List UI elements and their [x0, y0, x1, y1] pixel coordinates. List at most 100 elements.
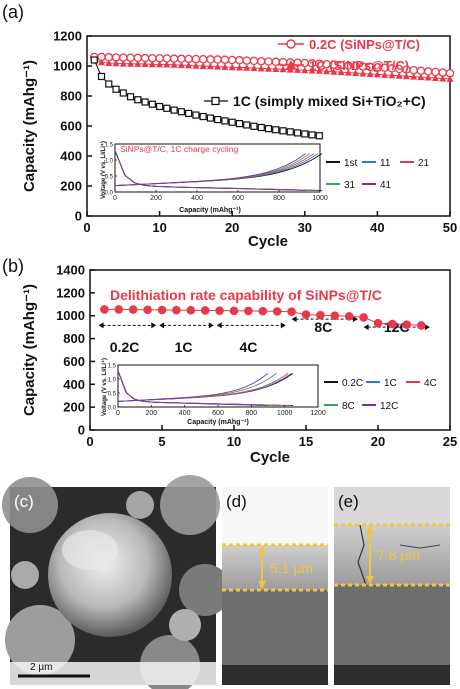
data-point-a0: [264, 57, 273, 66]
y-tick-label-a: 0: [75, 209, 82, 224]
data-point-a1: [395, 72, 403, 79]
data-point-a1: [381, 71, 389, 78]
data-point-a2: [163, 104, 171, 112]
rate-segment-arrow-right: [280, 322, 286, 329]
inset-y-tick-label-b: 1.5: [108, 364, 117, 370]
data-point-a1: [286, 66, 294, 73]
x-tick-label-b: 25: [443, 434, 457, 449]
data-point-a1: [301, 66, 309, 74]
data-point-a2: [264, 125, 273, 133]
scale-bar-label: 2 µm: [30, 662, 52, 673]
inset-y-tick-label-a: 1.0: [105, 159, 114, 165]
data-point-a0: [256, 56, 266, 66]
data-point-a0: [227, 55, 237, 65]
data-point-a0: [198, 55, 208, 64]
inset-legend-label-a: 31: [344, 180, 356, 191]
x-tick-label-b: 5: [158, 434, 165, 449]
data-point-a0: [184, 54, 193, 64]
data-point-a1: [185, 61, 193, 69]
data-point-b0: [301, 310, 311, 319]
rate-segment-arrow-right: [352, 316, 358, 323]
inset-legend-label-b: 1C: [384, 378, 397, 389]
data-point-a2: [272, 126, 280, 134]
inset-discharge-curve-b: [117, 370, 269, 407]
sem-image-d: 5.1 µm (d): [222, 487, 328, 685]
x-axis-title-a: Cycle: [248, 233, 288, 250]
inset-x-tick-label-b: 200: [145, 410, 157, 417]
inset-ylabel-a: Voltage (V vs. Li/Li⁺): [100, 141, 107, 199]
inset-a: SiNPs@T/C, 1C charge cycling Capacity (m…: [100, 141, 430, 214]
data-point-b0: [416, 321, 426, 330]
data-point-a1: [402, 72, 410, 80]
x-tick-label-b: 0: [86, 434, 93, 449]
sem-image-e: 7.8 µm (e): [334, 487, 450, 685]
legend-marker-a2: [211, 96, 220, 106]
data-point-a2: [170, 106, 178, 114]
data-point-a2: [221, 117, 229, 125]
data-point-a2: [90, 56, 98, 64]
legend-marker-a0: [286, 39, 296, 49]
x-tick-label-a: 50: [443, 220, 457, 235]
data-point-a0: [409, 65, 418, 75]
data-point-a2: [112, 85, 120, 93]
panel-label-e: (e): [338, 492, 359, 511]
data-point-a0: [416, 66, 426, 76]
inset-ticks-b: 0 200 400 600 800 1000 1200 0.0 0.5 1.0 1.5: [108, 364, 326, 418]
data-point-a2: [235, 119, 244, 128]
y-tick-label-b: 0: [78, 423, 85, 438]
inset-x-tick-label-a: 1000: [312, 195, 328, 202]
plot-frame-b: [89, 269, 451, 431]
y-tick-label-b: 400: [63, 377, 85, 392]
data-point-b0: [229, 306, 239, 316]
data-point-b0: [359, 313, 368, 322]
data-point-a2: [250, 122, 258, 130]
x-tick-label-b: 10: [227, 434, 241, 449]
data-point-a1: [141, 60, 149, 68]
x-tick-label-a: 10: [152, 220, 166, 235]
panel-label-b: (b): [2, 256, 24, 276]
data-point-a1: [308, 67, 316, 74]
data-point-a1: [359, 70, 367, 77]
data-point-a2: [119, 89, 127, 97]
data-point-a1: [134, 60, 142, 67]
data-point-a1: [330, 68, 338, 75]
sem-image-c: 2 µm (c): [2, 475, 231, 689]
data-point-b0: [215, 306, 224, 315]
data-point-a1: [344, 69, 352, 76]
legend-label-a1: 1C (SiNPs@T/C): [309, 58, 409, 73]
data-point-a1: [170, 61, 178, 68]
inset-x-tick-label-a: 200: [150, 195, 162, 202]
data-point-a1: [446, 75, 454, 82]
data-point-a1: [294, 66, 302, 73]
axis-ticks-a: 0 10 20 30 40 50 0 200 400 600 800 1000 1200: [53, 29, 457, 236]
legend-marker-a1: [286, 60, 296, 69]
data-point-b0: [316, 310, 325, 320]
y-axis-title-a: Capacity (mAhg⁻¹): [21, 60, 38, 192]
electrode-film-d: [222, 545, 328, 590]
data-point-a2: [97, 72, 106, 81]
x-tick-label-a: 0: [83, 220, 90, 235]
inset-x-tick-label-a: 600: [232, 195, 244, 202]
data-point-a1: [431, 74, 439, 81]
inset-curves-b: [117, 370, 294, 407]
data-point-b0: [330, 311, 340, 321]
panel-label-d: (d): [226, 492, 247, 511]
rate-segment-arrow-right: [151, 322, 157, 329]
data-point-a0: [235, 56, 244, 65]
data-point-a0: [213, 55, 222, 64]
data-point-a2: [228, 118, 236, 126]
data-point-a1: [163, 61, 171, 68]
chart-title-b: Delithiation rate capability of SiNPs@T/…: [110, 287, 382, 303]
rate-segment-arrow-left: [159, 322, 165, 329]
data-point-a2: [105, 80, 113, 88]
inset-x-tick-label-b: 600: [212, 410, 224, 417]
inset-ylabel-b: Voltage (V vs. Li/Li⁺): [101, 358, 108, 416]
data-point-a1: [119, 60, 127, 67]
y-tick-label-a: 1200: [53, 29, 82, 44]
rate-label: 0.2C: [110, 339, 140, 355]
legend-a: 0.2C (SiNPs@T/C) 1C (SiNPs@T/C) 1C (simp…: [204, 37, 426, 109]
data-point-a1: [156, 60, 164, 68]
y-tick-label-a: 200: [60, 179, 82, 194]
legend-label-a2: 1C (simply mixed Si+TiO₂+C): [233, 93, 426, 109]
